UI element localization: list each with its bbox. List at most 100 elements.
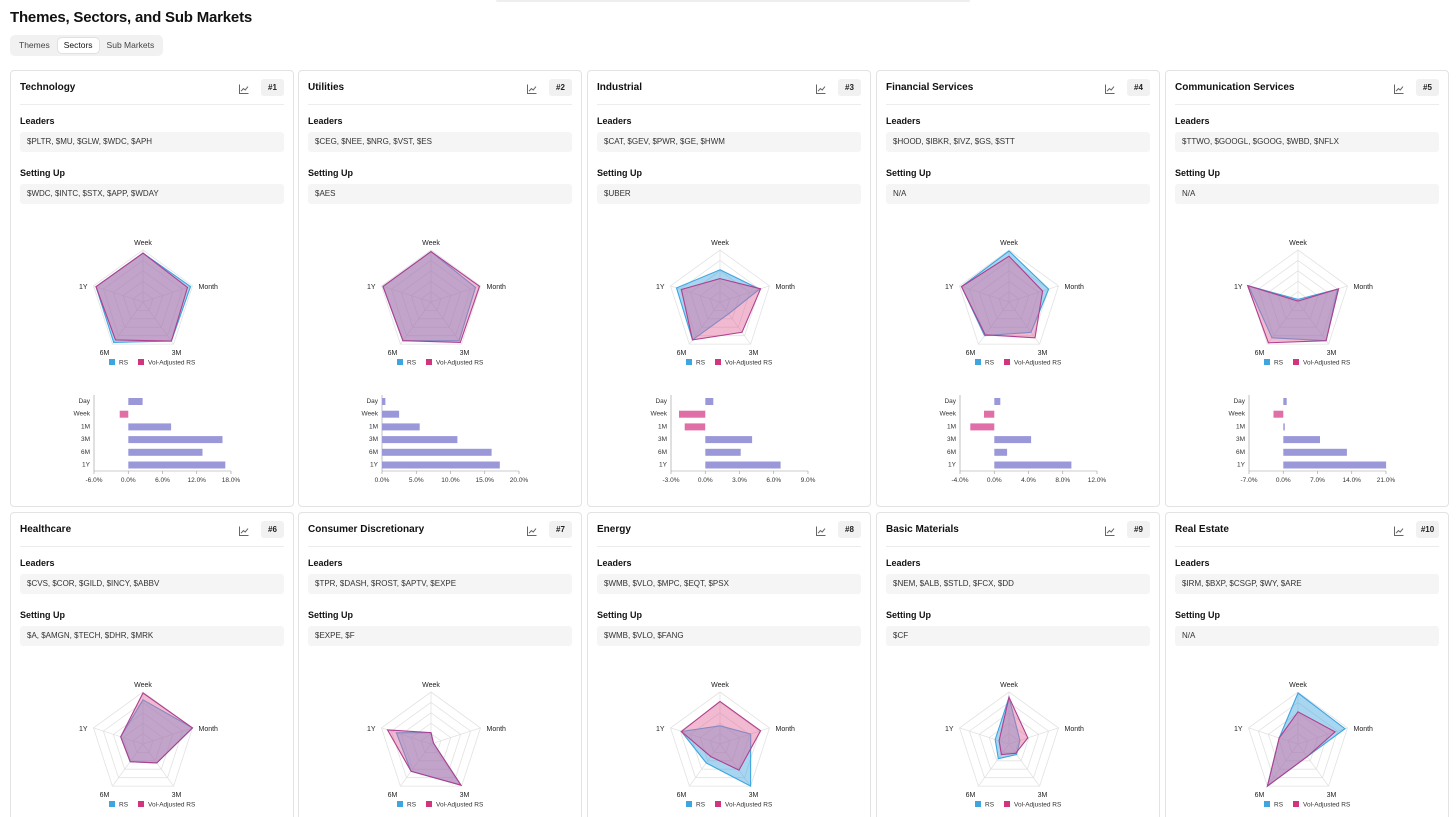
card-header: Real Estate #10	[1175, 513, 1439, 547]
chart-icon[interactable]	[238, 524, 250, 536]
radar-spoke	[430, 727, 481, 745]
radar-axis-label: Month	[1354, 726, 1374, 733]
bar-axis-tick-label: 6.0%	[766, 477, 781, 484]
radar-spoke	[1267, 301, 1299, 345]
chart-icon[interactable]	[815, 524, 827, 536]
bar-1y	[382, 461, 500, 469]
leaders-label: Leaders	[20, 116, 55, 126]
radar-axis-label: 6M	[1255, 792, 1265, 799]
radar-grid-ring	[381, 249, 481, 345]
radar-axis-label: 1Y	[945, 284, 954, 291]
bar-axis-tick-label: -7.0%	[1241, 477, 1258, 484]
radar-grid-ring	[400, 270, 462, 328]
legend-rs-swatch	[397, 801, 403, 807]
bar-chart: -7.0% 0.0% 7.0% 14.0% 21.0% Day Week 1M 3M 6M 1Y	[1229, 395, 1395, 484]
leaders-label: Leaders	[886, 558, 921, 568]
bar-category-label: 1Y	[659, 462, 668, 469]
bar-week	[119, 410, 129, 418]
radar-grid-ring	[132, 733, 154, 753]
radar-grid-ring	[709, 733, 731, 753]
bar-3m	[994, 436, 1032, 444]
legend-rs-swatch	[1264, 801, 1270, 807]
radar-spoke	[689, 743, 721, 787]
legend-vol-adjusted-label: Vol-Adjusted RS	[1303, 802, 1351, 809]
chart-icon[interactable]	[815, 82, 827, 94]
chart-icon[interactable]	[1104, 524, 1116, 536]
radar-chart: Week Month 3M 6M 1Y RS Vol-Adjusted RS	[945, 682, 1084, 809]
leaders-label: Leaders	[1175, 116, 1210, 126]
bar-axis-tick-label: 12.0%	[1088, 477, 1107, 484]
card-header: Communication Services #5	[1175, 71, 1439, 105]
chart-icon[interactable]	[1393, 524, 1405, 536]
sector-card: Basic Materials #9 Leaders $NEM, $ALB, $STL…	[876, 512, 1160, 817]
bar-1m	[970, 423, 995, 431]
legend-rs-label: RS	[985, 360, 995, 367]
chart-icon[interactable]	[238, 82, 250, 94]
sector-card: Communication Services #5 Leaders $TTWO, $G…	[1165, 70, 1449, 507]
bar-category-label: 3M	[369, 436, 378, 443]
bar-chart: 0.0% 5.0% 10.0% 15.0% 20.0% Day Week 1M 3M 6M 1Y	[362, 395, 528, 484]
bar-category-label: 3M	[81, 436, 90, 443]
radar-grid-ring	[93, 249, 193, 345]
radar-grid-ring	[1277, 280, 1319, 320]
setting-up-label: Setting Up	[597, 168, 642, 178]
card-title: Communication Services	[1175, 82, 1295, 93]
radar-spoke	[978, 301, 1010, 345]
setting-up-tickers: N/A	[1175, 184, 1439, 204]
radar-series-vol-adjusted-rs	[1246, 284, 1340, 344]
legend-vol-adjusted-label: Vol-Adjusted RS	[436, 360, 484, 367]
bar-week	[679, 410, 706, 418]
card-title: Real Estate	[1175, 524, 1229, 535]
legend-rs-swatch	[109, 359, 115, 365]
bar-axis-tick-label: 7.0%	[1310, 477, 1325, 484]
radar-grid-ring	[959, 691, 1059, 787]
chart-icon[interactable]	[526, 524, 538, 536]
radar-axis-label: Week	[711, 682, 729, 689]
radar-axis-label: Month	[199, 726, 219, 733]
bar-day	[1283, 398, 1287, 405]
radar-axis-label: Week	[1000, 682, 1018, 689]
radar-grid-ring	[988, 722, 1030, 762]
bar-day	[705, 398, 714, 405]
radar-axis-label: Month	[1065, 284, 1085, 291]
radar-axis-label: 3M	[172, 350, 182, 357]
legend-vol-adjusted-label: Vol-Adjusted RS	[1014, 802, 1062, 809]
chart-icon[interactable]	[1104, 82, 1116, 94]
bar-chart: -6.0% 0.0% 6.0% 12.0% 18.0% Day Week 1M 3M 6M 1Y	[74, 395, 240, 484]
bar-day	[382, 398, 386, 405]
radar-spoke	[400, 743, 432, 787]
chart-icon[interactable]	[1393, 82, 1405, 94]
bar-category-label: Day	[1233, 398, 1245, 405]
bar-category-label: 1M	[369, 423, 378, 430]
bar-category-label: 3M	[658, 436, 667, 443]
rank-badge: #6	[261, 521, 284, 538]
radar-axis-label: Week	[134, 240, 152, 247]
bar-axis-tick-label: -3.0%	[663, 477, 680, 484]
radar-axis-label: Week	[134, 682, 152, 689]
legend-vol-adjusted-label: Vol-Adjusted RS	[725, 802, 773, 809]
bar-category-label: 3M	[947, 436, 956, 443]
page-title: Themes, Sectors, and Sub Markets	[10, 9, 253, 26]
radar-axis-label: Month	[487, 284, 507, 291]
radar-axis-label: Month	[776, 726, 796, 733]
radar-spoke	[112, 301, 144, 345]
card-title: Healthcare	[20, 524, 72, 535]
card-header: Consumer Discretionary #7	[308, 513, 572, 547]
legend-vol-adjusted-label: Vol-Adjusted RS	[1014, 360, 1062, 367]
setting-up-label: Setting Up	[886, 610, 931, 620]
tab-themes[interactable]: Themes	[19, 40, 50, 50]
tab-sub-markets[interactable]: Sub Markets	[106, 40, 155, 50]
radar-grid-ring	[1257, 259, 1339, 337]
radar-spoke	[430, 301, 462, 345]
radar-grid-ring	[112, 270, 174, 328]
tab-sectors[interactable]: Sectors	[57, 38, 99, 53]
legend-vol-adjusted-swatch	[1293, 801, 1299, 807]
radar-axis-label: 1Y	[1234, 726, 1243, 733]
chart-icon[interactable]	[526, 82, 538, 94]
radar-axis-label: 1Y	[367, 284, 376, 291]
bar-category-label: 6M	[81, 449, 90, 456]
radar-spoke	[959, 285, 1010, 303]
leaders-tickers: $CAT, $GEV, $PWR, $GE, $HWM	[597, 132, 861, 152]
legend-rs-swatch	[397, 359, 403, 365]
radar-spoke	[400, 301, 432, 345]
